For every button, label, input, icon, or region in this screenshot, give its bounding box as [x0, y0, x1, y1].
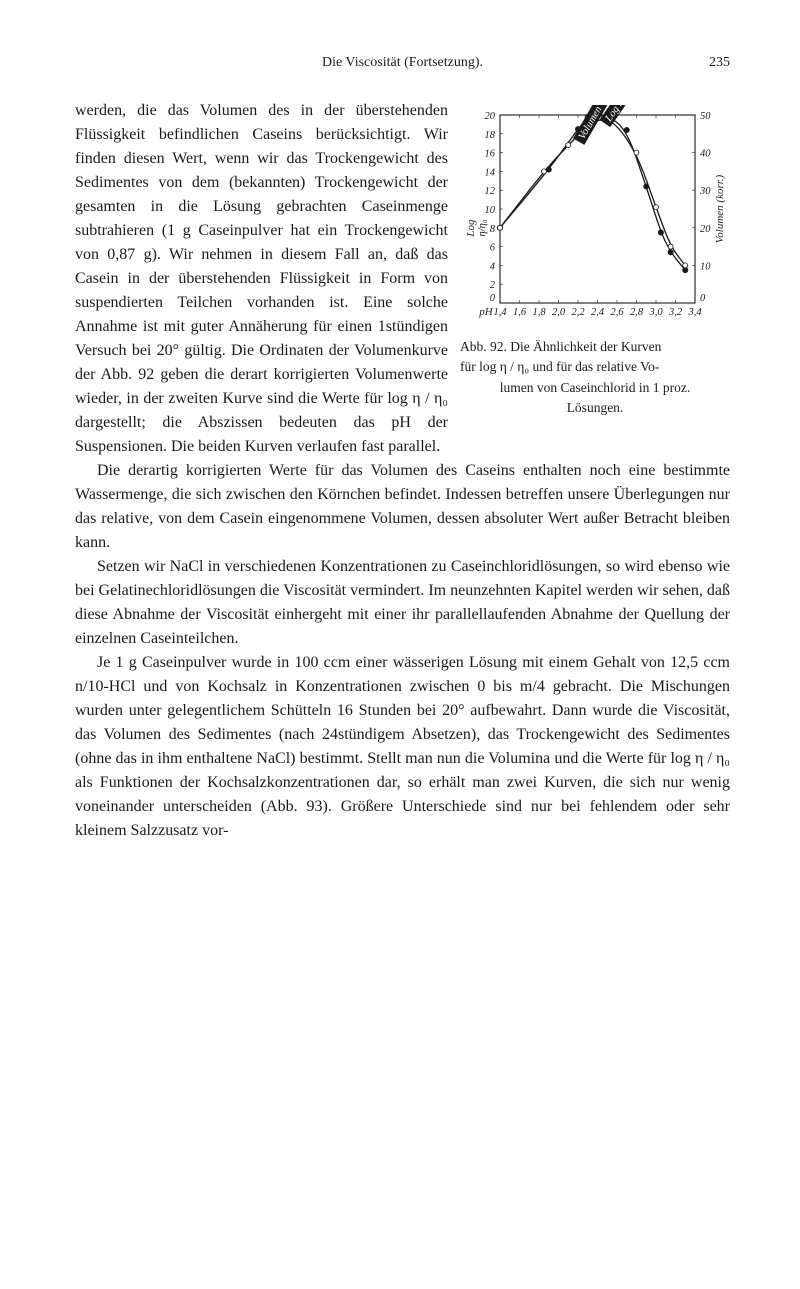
- figure-92: 1,4 1,6 1,8 2,0 2,2 2,4 2,6 2,8 3,0 3,2 3,4 0 2 4 6 8 10…: [460, 105, 730, 418]
- svg-text:3,4: 3,4: [687, 307, 702, 318]
- page-number: 235: [680, 55, 730, 71]
- caption-line: Lösungen.: [460, 398, 730, 418]
- svg-text:2,2: 2,2: [571, 307, 585, 318]
- svg-text:1,4: 1,4: [493, 307, 507, 318]
- svg-text:1,8: 1,8: [532, 307, 546, 318]
- figure-caption: Abb. 92. Die Ähnlichkeit der Kurven für …: [460, 337, 730, 418]
- page-header: Die Viscosität (Fortsetzung). 235: [75, 55, 730, 71]
- svg-text:10: 10: [700, 261, 711, 272]
- svg-text:Log: Log: [465, 219, 477, 238]
- svg-text:1,6: 1,6: [513, 307, 527, 318]
- svg-text:12: 12: [485, 186, 496, 197]
- svg-text:3,2: 3,2: [668, 307, 683, 318]
- svg-text:Volumen: Volumen: [577, 105, 605, 141]
- svg-text:3,0: 3,0: [648, 307, 663, 318]
- svg-text:2,4: 2,4: [591, 307, 605, 318]
- caption-line: für log η / η₀ und für das relative Vo-: [460, 357, 730, 377]
- svg-text:4: 4: [490, 261, 496, 272]
- body-para-1b: Die derartig korrigierten Werte für das …: [75, 459, 730, 555]
- chart-abb-92: 1,4 1,6 1,8 2,0 2,2 2,4 2,6 2,8 3,0 3,2 3,4 0 2 4 6 8 10…: [460, 105, 730, 327]
- svg-text:8: 8: [490, 224, 496, 235]
- svg-text:30: 30: [699, 186, 711, 197]
- svg-text:50: 50: [700, 111, 711, 122]
- caption-line: lumen von Caseinchlorid in 1 proz.: [460, 378, 730, 398]
- svg-text:Volumen (korr.): Volumen (korr.): [714, 174, 726, 243]
- svg-text:2: 2: [490, 280, 496, 291]
- svg-text:2,8: 2,8: [630, 307, 644, 318]
- svg-text:0: 0: [490, 293, 496, 304]
- svg-text:2,6: 2,6: [610, 307, 624, 318]
- body-para-2: Setzen wir NaCl in verschiedenen Konzent…: [75, 555, 730, 651]
- svg-text:pH: pH: [478, 306, 494, 318]
- svg-text:10: 10: [485, 205, 496, 216]
- svg-text:14: 14: [485, 167, 496, 178]
- svg-text:2,0: 2,0: [552, 307, 566, 318]
- svg-text:0: 0: [700, 293, 706, 304]
- running-title: Die Viscosität (Fortsetzung).: [125, 55, 680, 71]
- svg-text:6: 6: [490, 243, 496, 254]
- svg-text:16: 16: [485, 149, 496, 160]
- svg-text:18: 18: [485, 130, 496, 141]
- svg-text:η/η₀: η/η₀: [477, 219, 488, 236]
- body-para-3: Je 1 g Caseinpulver wurde in 100 ccm ein…: [75, 651, 730, 843]
- svg-text:20: 20: [485, 111, 496, 122]
- svg-text:20: 20: [700, 224, 711, 235]
- caption-line: Abb. 92. Die Ähnlichkeit der Kurven: [460, 337, 730, 357]
- svg-text:40: 40: [700, 149, 711, 160]
